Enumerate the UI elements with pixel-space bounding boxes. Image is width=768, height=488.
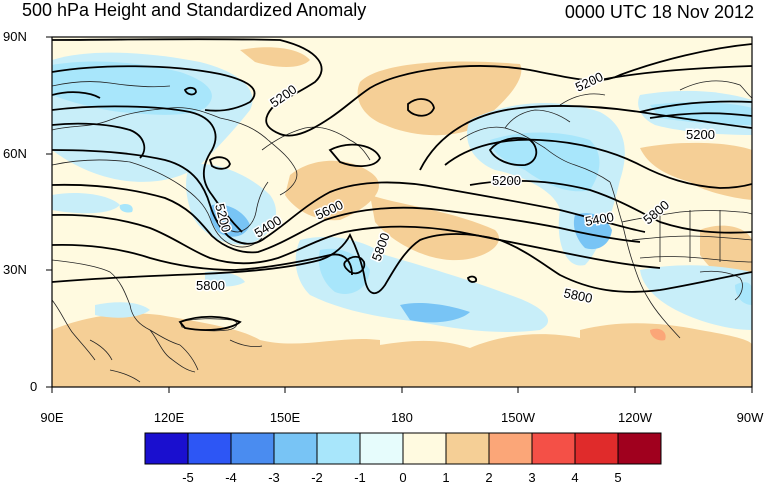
colorbar-tick-label: -5 xyxy=(182,470,194,485)
lat-label-60n: 60N xyxy=(3,146,27,161)
contour-label: 5200 xyxy=(686,127,715,142)
colorbar-swatch xyxy=(144,432,189,465)
lon-label-90e: 90E xyxy=(40,410,64,425)
axis-ticks xyxy=(46,36,753,393)
map-timestamp: 0000 UTC 18 Nov 2012 xyxy=(564,2,754,22)
colorbar-tick-label: -3 xyxy=(268,470,280,485)
lon-label-150e: 150E xyxy=(269,410,301,425)
lon-label-120e: 120E xyxy=(153,410,185,425)
lat-label-30n: 30N xyxy=(3,262,27,277)
lon-label-120w: 120W xyxy=(618,410,652,425)
lon-label-180: 180 xyxy=(391,410,413,425)
colorbar-swatch xyxy=(617,432,662,465)
colorbar-tick-label: -2 xyxy=(311,470,323,485)
colorbar-tick-label: 0 xyxy=(399,470,407,485)
colorbar-swatch xyxy=(402,432,447,465)
contour-label: 5200 xyxy=(492,173,521,188)
colorbar-tick-label: 4 xyxy=(571,470,579,485)
colorbar-tick-label: 1 xyxy=(442,470,450,485)
negative-anomaly-layer xyxy=(52,52,752,333)
colorbar-tick-label: -4 xyxy=(225,470,237,485)
colorbar-swatch xyxy=(488,432,533,465)
colorbar-swatch xyxy=(316,432,361,465)
colorbar-tick-label: 3 xyxy=(528,470,536,485)
lon-label-90w: 90W xyxy=(736,410,764,425)
map-title: 500 hPa Height and Standardized Anomaly xyxy=(22,0,367,20)
colorbar-swatch xyxy=(445,432,490,465)
colorbar-tick-label: 5 xyxy=(614,470,622,485)
colorbar-swatch xyxy=(574,432,619,465)
colorbar xyxy=(144,432,662,465)
height-contours-layer xyxy=(52,38,752,331)
lat-label-90n: 90N xyxy=(3,29,27,44)
coastlines-layer xyxy=(52,80,752,383)
colorbar-swatch xyxy=(359,432,404,465)
contour-label: 5400 xyxy=(584,209,615,229)
colorbar-tick-label: -1 xyxy=(354,470,366,485)
lat-label-0: 0 xyxy=(30,379,38,394)
colorbar-swatch xyxy=(187,432,232,465)
contour-label: 5800 xyxy=(196,278,225,293)
lon-label-150w: 150W xyxy=(501,410,535,425)
colorbar-swatch xyxy=(531,432,576,465)
colorbar-swatch xyxy=(273,432,318,465)
colorbar-tick-label: 2 xyxy=(485,470,493,485)
colorbar-swatch xyxy=(230,432,275,465)
